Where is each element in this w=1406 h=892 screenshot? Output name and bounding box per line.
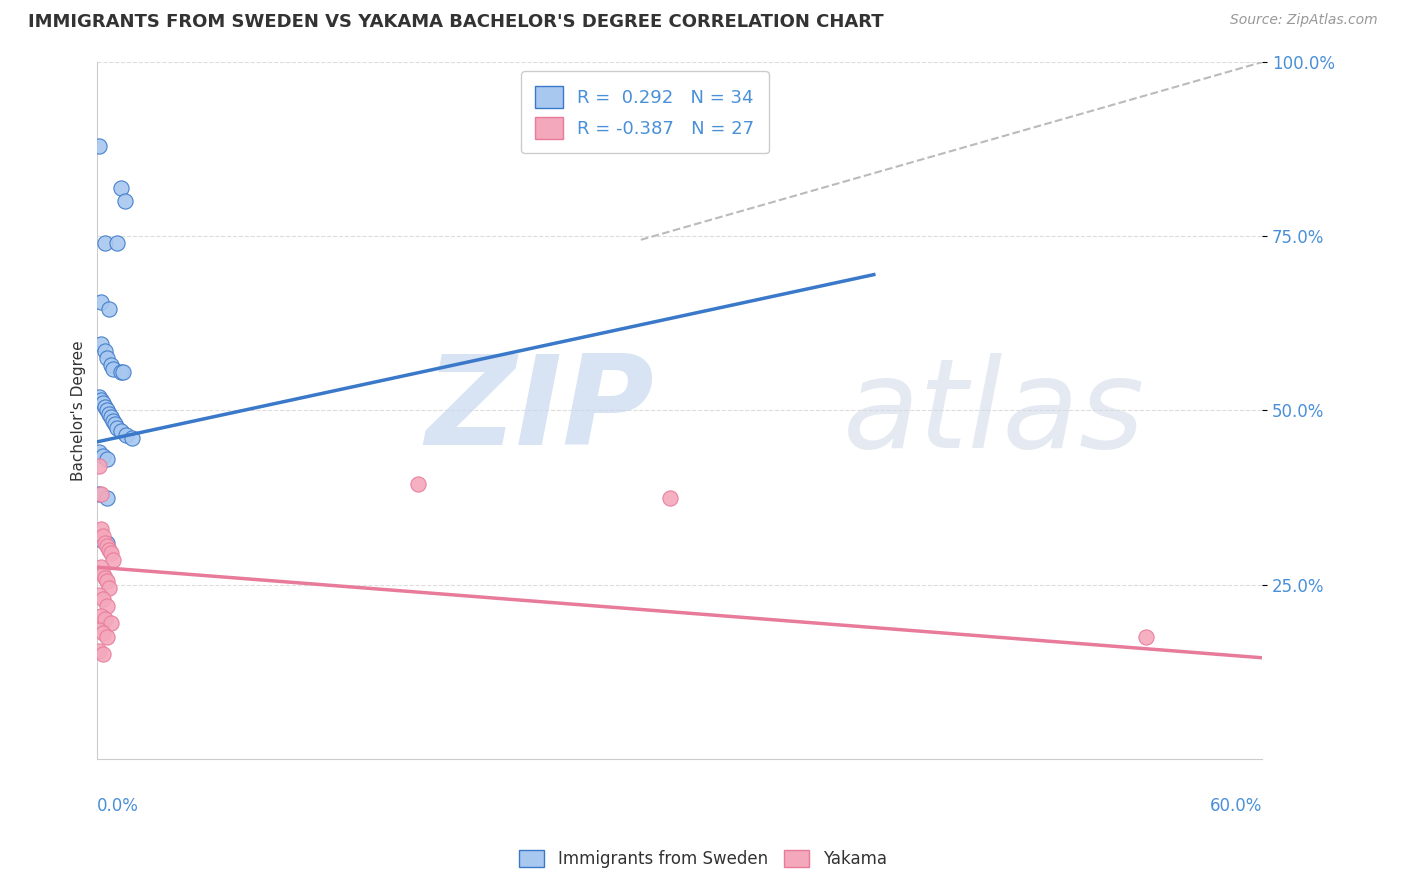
Point — [111, 365, 134, 379]
Point — [89, 644, 111, 658]
Point — [100, 615, 122, 630]
Point — [96, 599, 118, 613]
Point — [94, 236, 117, 251]
Point — [90, 337, 112, 351]
Point — [101, 414, 124, 428]
Point — [96, 539, 118, 553]
Point — [98, 302, 121, 317]
Point — [91, 648, 114, 662]
Point — [98, 542, 121, 557]
Point — [91, 396, 114, 410]
Point — [105, 236, 128, 251]
Point — [94, 344, 117, 359]
Legend: R =  0.292   N = 34, R = -0.387   N = 27: R = 0.292 N = 34, R = -0.387 N = 27 — [522, 71, 769, 153]
Point — [89, 533, 111, 547]
Point — [89, 588, 111, 602]
Point — [91, 626, 114, 640]
Y-axis label: Bachelor's Degree: Bachelor's Degree — [72, 340, 86, 481]
Point — [96, 452, 118, 467]
Point — [115, 427, 138, 442]
Point — [91, 529, 114, 543]
Point — [90, 560, 112, 574]
Point — [91, 567, 114, 582]
Text: atlas: atlas — [842, 353, 1144, 475]
Point — [94, 571, 117, 585]
Point — [90, 295, 112, 310]
Point — [110, 365, 132, 379]
Point — [96, 574, 118, 589]
Text: 60.0%: 60.0% — [1209, 797, 1263, 815]
Point — [94, 536, 117, 550]
Text: IMMIGRANTS FROM SWEDEN VS YAKAMA BACHELOR'S DEGREE CORRELATION CHART: IMMIGRANTS FROM SWEDEN VS YAKAMA BACHELO… — [28, 13, 884, 31]
Point — [659, 491, 682, 505]
Point — [98, 407, 121, 421]
Point — [1135, 630, 1157, 644]
Point — [100, 546, 122, 560]
Point — [91, 449, 114, 463]
Point — [121, 431, 143, 445]
Point — [98, 581, 121, 595]
Point — [94, 612, 117, 626]
Point — [100, 410, 122, 425]
Point — [101, 361, 124, 376]
Point — [100, 358, 122, 372]
Point — [90, 522, 112, 536]
Text: Source: ZipAtlas.com: Source: ZipAtlas.com — [1230, 13, 1378, 28]
Point — [94, 400, 117, 414]
Point — [89, 445, 111, 459]
Point — [90, 392, 112, 407]
Point — [89, 487, 111, 501]
Point — [110, 180, 132, 194]
Text: 0.0%: 0.0% — [97, 797, 139, 815]
Point — [110, 425, 132, 439]
Point — [89, 623, 111, 637]
Legend: Immigrants from Sweden, Yakama: Immigrants from Sweden, Yakama — [513, 843, 893, 875]
Point — [89, 138, 111, 153]
Point — [105, 421, 128, 435]
Point — [104, 417, 127, 432]
Point — [89, 459, 111, 474]
Point — [96, 630, 118, 644]
Point — [91, 591, 114, 606]
Point — [89, 390, 111, 404]
Point — [96, 536, 118, 550]
Point — [90, 487, 112, 501]
Point — [101, 553, 124, 567]
Point — [96, 491, 118, 505]
Point — [90, 609, 112, 624]
Point — [96, 403, 118, 417]
Text: ZIP: ZIP — [426, 350, 654, 471]
Point — [114, 194, 136, 209]
Point — [406, 476, 429, 491]
Point — [96, 351, 118, 366]
